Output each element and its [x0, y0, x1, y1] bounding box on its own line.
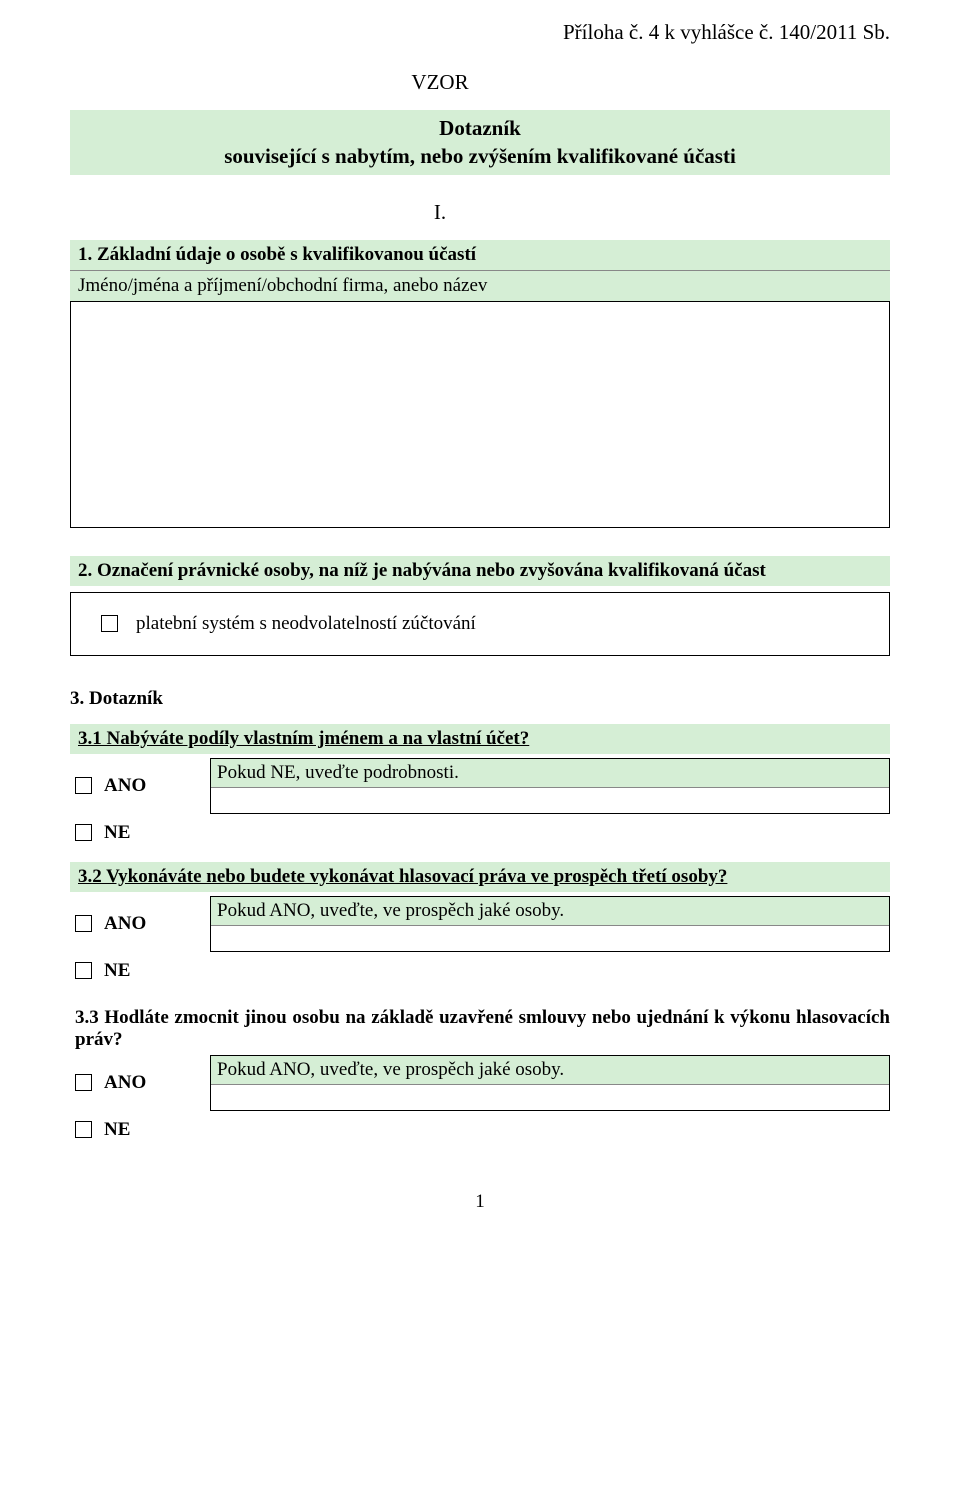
q3-3-number: 3.3	[75, 1007, 99, 1028]
q3-1-ne-checkbox[interactable]	[75, 824, 92, 841]
q3-2-prompt: Pokud ANO, uveďte, ve prospěch jaké osob…	[211, 897, 889, 926]
section-3-heading: 3. Dotazník	[70, 684, 890, 714]
page: Příloha č. 4 k vyhlášce č. 140/2011 Sb. …	[0, 0, 960, 1253]
payment-system-label: platební systém s neodvolatelností zúčto…	[136, 613, 476, 635]
q3-2-ano-checkbox[interactable]	[75, 915, 92, 932]
section-1-heading: 1. Základní údaje o osobě s kvalifikovan…	[70, 240, 890, 270]
q3-1-ne-label: NE	[104, 822, 130, 844]
q3-1-ano-checkbox[interactable]	[75, 777, 92, 794]
section-1-subheading: Jméno/jména a příjmení/obchodní firma, a…	[70, 270, 890, 301]
q3-3-ne-row: NE	[70, 1119, 210, 1141]
q3-3-ano-row: ANO	[70, 1055, 210, 1111]
q3-2-ano-label: ANO	[104, 913, 146, 935]
title-line-2: související s nabytím, nebo zvýšením kva…	[224, 144, 736, 168]
q3-3-ne-checkbox[interactable]	[75, 1121, 92, 1138]
vzor-label: VZOR	[0, 70, 890, 95]
q3-3-ne-label: NE	[104, 1119, 130, 1141]
q3-2-label: 3.2 Vykonáváte nebo budete vykonávat hla…	[70, 862, 890, 892]
title-line-1: Dotazník	[439, 116, 521, 140]
name-input-box[interactable]	[70, 301, 890, 528]
q3-1-ano-row: ANO	[70, 758, 210, 814]
q3-1-answer-box[interactable]: Pokud NE, uveďte podrobnosti.	[210, 758, 890, 814]
q3-3-text: Hodláte zmocnit jinou osobu na základě u…	[75, 1007, 890, 1050]
q3-3-ano-label: ANO	[104, 1072, 146, 1094]
q3-2-ano-row: ANO	[70, 896, 210, 952]
q3-2-ne-row: NE	[70, 960, 210, 982]
q3-3-label: 3.3 Hodláte zmocnit jinou osobu na zákla…	[70, 1007, 890, 1051]
q3-2-ne-checkbox[interactable]	[75, 962, 92, 979]
roman-numeral: I.	[0, 200, 890, 225]
annex-reference: Příloha č. 4 k vyhlášce č. 140/2011 Sb.	[70, 20, 890, 45]
q3-3-ano-checkbox[interactable]	[75, 1074, 92, 1091]
document-title: Dotazník související s nabytím, nebo zvý…	[70, 110, 890, 175]
q3-3-answer-box[interactable]: Pokud ANO, uveďte, ve prospěch jaké osob…	[210, 1055, 890, 1111]
q3-3-prompt: Pokud ANO, uveďte, ve prospěch jaké osob…	[211, 1056, 889, 1085]
q3-1-ne-row: NE	[70, 822, 210, 844]
q3-1-prompt: Pokud NE, uveďte podrobnosti.	[211, 759, 889, 788]
q3-1-label: 3.1 Nabýváte podíly vlastním jménem a na…	[70, 724, 890, 754]
section-2-heading: 2. Označení právnické osoby, na níž je n…	[70, 556, 890, 586]
section-2-checkbox-row: platební systém s neodvolatelností zúčto…	[70, 592, 890, 656]
q3-2-ne-label: NE	[104, 960, 130, 982]
payment-system-checkbox[interactable]	[101, 615, 118, 632]
page-number: 1	[70, 1191, 890, 1213]
q3-2-answer-box[interactable]: Pokud ANO, uveďte, ve prospěch jaké osob…	[210, 896, 890, 952]
q3-1-ano-label: ANO	[104, 775, 146, 797]
